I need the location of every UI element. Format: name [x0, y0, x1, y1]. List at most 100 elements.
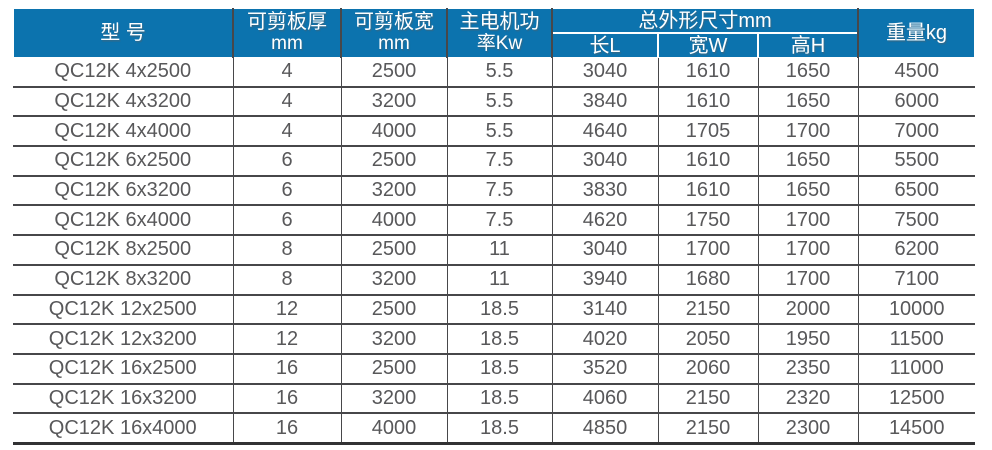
- cell-length_l: 3140: [551, 294, 658, 326]
- cell-thickness_mm: 6: [232, 205, 341, 237]
- cell-height_h: 1700: [757, 116, 858, 148]
- header-dim-height-label: 高H: [790, 34, 826, 57]
- cell-height_h: 1700: [757, 235, 858, 266]
- table-row: QC12K 6x2500 6 2500 7.5 3040 1610 1650 5500: [13, 146, 975, 177]
- cell-length_l: 4850: [551, 413, 658, 445]
- cell-thickness_mm: 4: [232, 116, 341, 148]
- cell-model: QC12K 4x4000: [13, 116, 233, 148]
- cell-weight_kg: 7100: [857, 264, 975, 296]
- header-model: 型 号: [13, 8, 233, 58]
- header-grid-line: [551, 8, 553, 58]
- cell-model: QC12K 6x2500: [13, 146, 233, 177]
- cell-thickness_mm: 4: [232, 86, 341, 118]
- cell-length_l: 3520: [551, 353, 658, 385]
- header-motor-power-line2: 率Kw: [476, 33, 523, 54]
- cell-width_w: 2050: [657, 324, 758, 355]
- cell-width_w: 2150: [657, 413, 758, 445]
- cell-width_mm: 3200: [340, 383, 447, 415]
- table-row: QC12K 4x2500 4 2500 5.5 3040 1610 1650 4500: [13, 58, 975, 88]
- table-row: QC12K 6x3200 6 3200 7.5 3830 1610 1650 6500: [13, 175, 975, 207]
- cell-power_kw: 5.5: [446, 58, 552, 88]
- cell-weight_kg: 12500: [857, 383, 975, 415]
- cell-width_w: 2150: [657, 294, 758, 326]
- table-row: QC12K 4x4000 4 4000 5.5 4640 1705 1700 7000: [13, 116, 975, 148]
- table-row: QC12K 4x3200 4 3200 5.5 3840 1610 1650 6000: [13, 86, 975, 118]
- cell-power_kw: 11: [446, 264, 552, 296]
- table-header: 型 号 可剪板厚 mm 可剪板宽 mm 主电机功 率Kw 总外形尺寸mm 长L …: [13, 8, 975, 58]
- table-row: QC12K 8x2500 8 2500 11 3040 1700 1700 6200: [13, 235, 975, 266]
- cell-length_l: 4060: [551, 383, 658, 415]
- cell-weight_kg: 6200: [857, 235, 975, 266]
- cell-power_kw: 18.5: [446, 353, 552, 385]
- header-grid-line: [857, 8, 859, 58]
- cell-thickness_mm: 6: [232, 146, 341, 177]
- cell-model: QC12K 12x2500: [13, 294, 233, 326]
- cell-width_w: 2150: [657, 383, 758, 415]
- cell-height_h: 2000: [757, 294, 858, 326]
- table-row: QC12K 8x3200 8 3200 11 3940 1680 1700 7100: [13, 264, 975, 296]
- cell-height_h: 1950: [757, 324, 858, 355]
- header-motor-power-line1: 主电机功: [459, 11, 540, 33]
- cell-width_mm: 3200: [340, 324, 447, 355]
- cell-height_h: 1700: [757, 264, 858, 296]
- cell-power_kw: 18.5: [446, 383, 552, 415]
- cell-length_l: 3840: [551, 86, 658, 118]
- cell-width_mm: 3200: [340, 86, 447, 118]
- cell-height_h: 1650: [757, 175, 858, 207]
- cell-weight_kg: 5500: [857, 146, 975, 177]
- cell-width_mm: 4000: [340, 205, 447, 237]
- cell-thickness_mm: 12: [232, 294, 341, 326]
- spec-table: 型 号 可剪板厚 mm 可剪板宽 mm 主电机功 率Kw 总外形尺寸mm 长L …: [13, 8, 975, 445]
- cell-height_h: 1650: [757, 58, 858, 88]
- cell-width_mm: 4000: [340, 413, 447, 445]
- cell-power_kw: 7.5: [446, 205, 552, 237]
- cell-width_w: 1705: [657, 116, 758, 148]
- cell-width_w: 1610: [657, 175, 758, 207]
- table-body: QC12K 4x2500 4 2500 5.5 3040 1610 1650 4500 QC12…: [13, 58, 975, 445]
- cell-weight_kg: 4500: [857, 58, 975, 88]
- cell-weight_kg: 6000: [857, 86, 975, 118]
- header-cut-thickness-line1: 可剪板厚: [247, 11, 327, 33]
- cell-power_kw: 18.5: [446, 413, 552, 445]
- cell-model: QC12K 16x3200: [13, 383, 233, 415]
- header-dim-width: 宽W: [658, 33, 758, 58]
- header-weight-label: 重量kg: [885, 21, 948, 44]
- cell-width_w: 1610: [657, 58, 758, 88]
- header-overall-dimensions-group: 总外形尺寸mm: [552, 8, 858, 33]
- header-grid-line: [232, 8, 234, 58]
- cell-model: QC12K 6x3200: [13, 175, 233, 207]
- cell-power_kw: 18.5: [446, 294, 552, 326]
- cell-height_h: 2300: [757, 413, 858, 445]
- header-motor-power: 主电机功 率Kw: [447, 8, 552, 58]
- table-row: QC12K 16x2500 16 2500 18.5 3520 2060 2350 11000: [13, 353, 975, 385]
- header-model-label: 型 号: [100, 21, 146, 44]
- cell-weight_kg: 11500: [857, 324, 975, 355]
- header-weight: 重量kg: [858, 8, 975, 58]
- cell-length_l: 3830: [551, 175, 658, 207]
- cell-width_mm: 2500: [340, 146, 447, 177]
- cell-length_l: 4620: [551, 205, 658, 237]
- cell-width_mm: 2500: [340, 294, 447, 326]
- cell-weight_kg: 11000: [857, 353, 975, 385]
- cell-width_w: 2060: [657, 353, 758, 385]
- header-overall-dimensions-label: 总外形尺寸mm: [638, 9, 772, 32]
- cell-thickness_mm: 16: [232, 383, 341, 415]
- cell-width_w: 1700: [657, 235, 758, 266]
- cell-thickness_mm: 8: [232, 264, 341, 296]
- table-body-rows: QC12K 4x2500 4 2500 5.5 3040 1610 1650 4500 QC12…: [13, 58, 975, 445]
- table-row: QC12K 16x4000 16 4000 18.5 4850 2150 2300 14500: [13, 413, 975, 445]
- cell-thickness_mm: 16: [232, 353, 341, 385]
- cell-height_h: 1650: [757, 146, 858, 177]
- table-row: QC12K 16x3200 16 3200 18.5 4060 2150 2320 12500: [13, 383, 975, 415]
- cell-length_l: 4640: [551, 116, 658, 148]
- cell-width_mm: 3200: [340, 175, 447, 207]
- cell-thickness_mm: 12: [232, 324, 341, 355]
- cell-length_l: 4020: [551, 324, 658, 355]
- cell-length_l: 3040: [551, 58, 658, 88]
- cell-weight_kg: 14500: [857, 413, 975, 445]
- cell-power_kw: 5.5: [446, 116, 552, 148]
- cell-model: QC12K 6x4000: [13, 205, 233, 237]
- cell-length_l: 3040: [551, 235, 658, 266]
- cell-thickness_mm: 4: [232, 58, 341, 88]
